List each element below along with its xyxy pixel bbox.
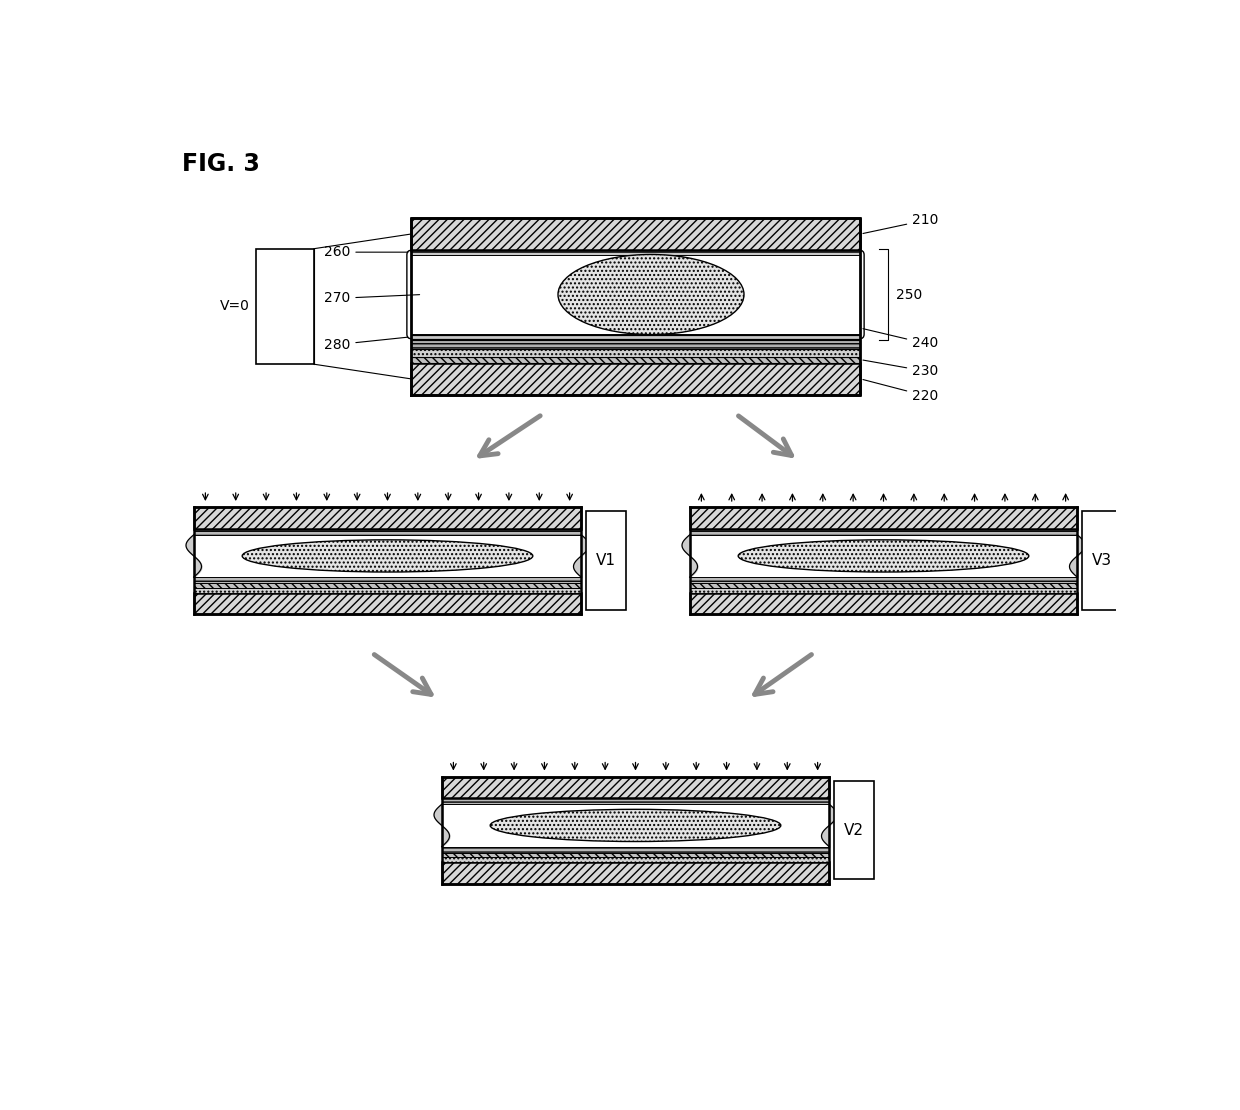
Text: V=0: V=0 bbox=[219, 300, 249, 313]
Ellipse shape bbox=[490, 809, 781, 841]
Bar bbox=[193, 577, 582, 583]
Bar bbox=[410, 340, 861, 349]
FancyBboxPatch shape bbox=[407, 250, 864, 339]
Bar bbox=[193, 507, 582, 528]
Bar bbox=[255, 249, 314, 364]
Bar bbox=[833, 780, 874, 879]
Text: 230: 230 bbox=[863, 360, 939, 379]
Bar bbox=[441, 857, 830, 862]
Bar bbox=[193, 583, 582, 588]
Text: FIG. 3: FIG. 3 bbox=[182, 152, 260, 176]
Text: V3: V3 bbox=[1092, 553, 1112, 568]
Text: 250: 250 bbox=[895, 287, 923, 302]
Ellipse shape bbox=[242, 539, 533, 572]
Bar bbox=[410, 356, 861, 363]
Bar bbox=[689, 535, 1078, 577]
Bar bbox=[689, 528, 1078, 535]
Bar bbox=[585, 512, 626, 609]
Text: 270: 270 bbox=[324, 291, 419, 305]
Bar bbox=[1081, 512, 1122, 609]
Bar bbox=[441, 862, 830, 884]
Bar bbox=[410, 349, 861, 356]
Bar bbox=[689, 593, 1078, 614]
Bar bbox=[441, 777, 830, 798]
Ellipse shape bbox=[558, 254, 744, 334]
Text: V2: V2 bbox=[844, 823, 864, 838]
Ellipse shape bbox=[738, 539, 1029, 572]
Bar bbox=[441, 798, 830, 805]
Bar bbox=[689, 507, 1078, 528]
Text: 260: 260 bbox=[324, 245, 408, 259]
Text: 210: 210 bbox=[863, 213, 939, 233]
Bar bbox=[410, 250, 861, 255]
Bar bbox=[193, 588, 582, 593]
Bar bbox=[410, 218, 861, 250]
Bar bbox=[689, 577, 1078, 583]
Text: V1: V1 bbox=[596, 553, 616, 568]
Bar bbox=[441, 847, 830, 852]
Bar bbox=[441, 805, 830, 847]
Bar bbox=[193, 535, 582, 577]
Bar bbox=[441, 852, 830, 857]
Text: 280: 280 bbox=[324, 337, 408, 352]
Bar bbox=[193, 528, 582, 535]
Text: 240: 240 bbox=[863, 329, 939, 351]
Text: 220: 220 bbox=[863, 380, 939, 403]
Bar bbox=[410, 334, 861, 340]
Bar bbox=[689, 588, 1078, 593]
Bar bbox=[689, 583, 1078, 588]
Bar bbox=[410, 363, 861, 395]
Bar bbox=[193, 593, 582, 614]
